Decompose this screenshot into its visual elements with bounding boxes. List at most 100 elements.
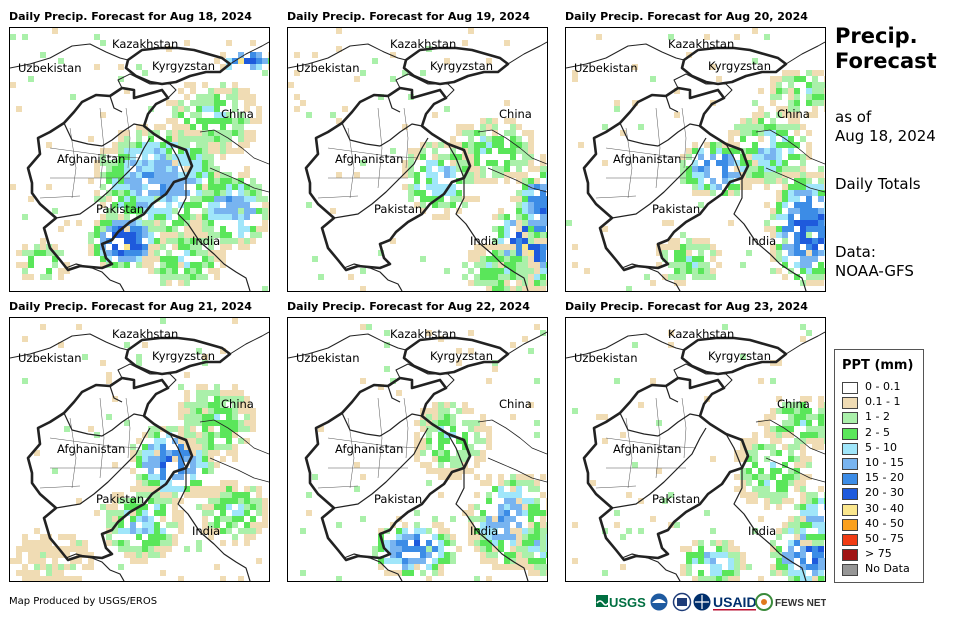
precip-cell bbox=[456, 360, 462, 366]
precip-cell bbox=[486, 118, 492, 124]
precip-cell bbox=[528, 130, 534, 136]
precip-cell bbox=[806, 148, 812, 154]
precip-cell bbox=[294, 70, 300, 76]
precip-cell bbox=[788, 136, 794, 142]
precip-cell bbox=[746, 184, 752, 190]
precip-cell bbox=[178, 142, 184, 148]
precip-cell bbox=[498, 250, 504, 256]
precip-cell bbox=[106, 172, 112, 178]
coastline bbox=[615, 259, 681, 291]
kazakhstan-border bbox=[10, 333, 129, 359]
precip-cell bbox=[450, 402, 456, 408]
precip-cell bbox=[372, 546, 378, 552]
precip-cell bbox=[172, 438, 178, 444]
precip-cell bbox=[812, 432, 818, 438]
precip-cell bbox=[510, 274, 516, 280]
precip-cell bbox=[190, 268, 196, 274]
precip-cell bbox=[214, 528, 220, 534]
precip-cell bbox=[208, 498, 214, 504]
precip-cell bbox=[516, 498, 522, 504]
legend-label: 40 - 50 bbox=[865, 516, 904, 530]
precip-cell bbox=[148, 196, 154, 202]
precip-cell bbox=[504, 528, 510, 534]
precip-cell bbox=[16, 106, 22, 112]
precip-cell bbox=[776, 106, 782, 112]
precip-cell bbox=[136, 528, 142, 534]
precip-cell bbox=[220, 244, 226, 250]
precip-cell bbox=[584, 268, 590, 274]
precip-cell bbox=[806, 178, 812, 184]
precip-cell bbox=[510, 136, 516, 142]
precip-cell bbox=[758, 148, 764, 154]
precip-cell bbox=[202, 486, 208, 492]
precip-cell bbox=[444, 190, 450, 196]
precip-cell bbox=[46, 564, 52, 570]
precip-cell bbox=[818, 250, 824, 256]
precip-cell bbox=[444, 184, 450, 190]
precip-cell bbox=[178, 522, 184, 528]
precip-cell bbox=[480, 426, 486, 432]
precip-cell bbox=[740, 166, 746, 172]
precip-cell bbox=[534, 486, 540, 492]
precip-cell bbox=[474, 438, 480, 444]
precip-cell bbox=[764, 172, 770, 178]
precip-cell bbox=[88, 136, 94, 142]
precip-cell bbox=[462, 444, 468, 450]
precip-cell bbox=[782, 238, 788, 244]
precip-cell bbox=[824, 184, 825, 190]
precip-cell bbox=[788, 480, 794, 486]
precip-cell bbox=[534, 268, 540, 274]
precip-map-graphic bbox=[566, 324, 825, 581]
precip-cell bbox=[456, 166, 462, 172]
precip-cell bbox=[432, 534, 438, 540]
precip-cell bbox=[704, 244, 710, 250]
precip-cell bbox=[800, 498, 806, 504]
precip-cell bbox=[492, 528, 498, 534]
precip-cell bbox=[432, 414, 438, 420]
precip-cell bbox=[238, 504, 244, 510]
precip-cell bbox=[638, 124, 644, 130]
precip-cell bbox=[64, 426, 70, 432]
precip-cell bbox=[534, 570, 540, 576]
precip-cell bbox=[818, 70, 824, 76]
precip-cell bbox=[818, 280, 824, 286]
precip-cell bbox=[118, 492, 124, 498]
precip-cell bbox=[776, 166, 782, 172]
precip-cell bbox=[360, 378, 366, 384]
precip-cell bbox=[184, 118, 190, 124]
precip-cell bbox=[244, 408, 250, 414]
precip-cell bbox=[136, 136, 142, 142]
precip-cell bbox=[468, 348, 474, 354]
precip-cell bbox=[166, 196, 172, 202]
precip-cell bbox=[522, 528, 528, 534]
precip-cell bbox=[100, 184, 106, 190]
precip-cell bbox=[238, 52, 244, 58]
precip-cell bbox=[202, 160, 208, 166]
precip-cell bbox=[806, 220, 812, 226]
precip-cell bbox=[728, 190, 734, 196]
precip-cell bbox=[88, 232, 94, 238]
precip-cell bbox=[770, 468, 776, 474]
precip-cell bbox=[238, 498, 244, 504]
legend-swatch bbox=[842, 473, 858, 486]
precip-cell bbox=[806, 268, 812, 274]
country-label-india: India bbox=[470, 524, 499, 538]
precip-cell bbox=[722, 190, 728, 196]
legend-label: 2 - 5 bbox=[865, 425, 890, 439]
precip-cell bbox=[366, 324, 372, 330]
precip-cell bbox=[722, 160, 728, 166]
precip-cell bbox=[250, 196, 256, 202]
precip-cell bbox=[70, 558, 76, 564]
precip-cell bbox=[504, 148, 510, 154]
precip-cell bbox=[232, 148, 238, 154]
precip-cell bbox=[806, 516, 812, 522]
precip-cell bbox=[238, 396, 244, 402]
precip-cell bbox=[686, 154, 692, 160]
precip-cell bbox=[812, 570, 818, 576]
precip-cell bbox=[450, 474, 456, 480]
precip-cell bbox=[118, 250, 124, 256]
precip-cell bbox=[794, 202, 800, 208]
precip-cell bbox=[208, 414, 214, 420]
precip-cell bbox=[220, 88, 226, 94]
precip-cell bbox=[202, 130, 208, 136]
